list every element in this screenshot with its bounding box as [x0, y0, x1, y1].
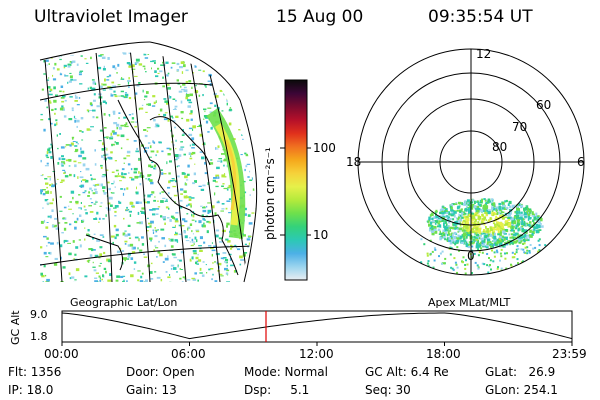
status-flt: Flt: 1356	[8, 365, 62, 379]
coastline-2	[149, 116, 211, 166]
timeline-xtick-3: 18:00	[426, 347, 461, 361]
coastline-3	[85, 234, 124, 271]
coastline	[117, 99, 239, 276]
timeline-ytick-max: 9.0	[30, 308, 48, 321]
status-glat: GLat: 26.9	[485, 365, 556, 379]
status-mode: Mode: Normal	[244, 365, 328, 379]
status-dsp: Dsp: 5.1	[244, 383, 310, 397]
colorbar-label-100: 100	[313, 141, 336, 155]
instrument-title: Ultraviolet Imager	[34, 7, 188, 27]
polar-panel-label: Apex MLat/MLT	[428, 296, 511, 309]
polar-plot	[357, 48, 585, 276]
status-glon: GLon: 254.1	[485, 383, 558, 397]
timeline-ticks	[61, 342, 573, 346]
time-label: 09:35:54 UT	[428, 7, 533, 27]
geo-grid-lines	[40, 52, 256, 282]
mlt-label-0: 0	[467, 249, 475, 263]
geo-panel-label: Geographic Lat/Lon	[70, 296, 178, 309]
status-gain: Gain: 13	[126, 383, 177, 397]
aurora-arc-core	[224, 139, 237, 211]
status-door: Door: Open	[126, 365, 195, 379]
mlt-label-6: 6	[577, 155, 585, 169]
mlt-label-12: 12	[476, 47, 492, 61]
mlt-label-18: 18	[346, 155, 362, 169]
date-label: 15 Aug 00	[276, 7, 364, 27]
timeline-xtick-4: 23:59	[552, 347, 587, 361]
polar-aurora	[420, 198, 572, 275]
timeline-ytick-min: 1.8	[30, 330, 48, 343]
lat-label-80: 80	[492, 140, 508, 154]
lat-label-70: 70	[512, 120, 528, 134]
timeline-xtick-2: 12:00	[299, 347, 334, 361]
earth-limb-top	[39, 41, 151, 61]
timeline-xtick-0: 00:00	[44, 347, 79, 361]
earth-limb	[149, 41, 258, 283]
lat-label-60: 60	[536, 98, 552, 112]
status-ip: IP: 18.0	[8, 383, 54, 397]
timeline-xtick-1: 06:00	[171, 347, 206, 361]
colorbar-label-10: 10	[313, 228, 329, 242]
colorbar-unit-label: photon cm⁻²s⁻¹	[263, 147, 277, 240]
timeline-ylabel: GC Alt	[9, 310, 22, 345]
status-seq: Seq: 30	[365, 383, 411, 397]
colorbar	[284, 79, 308, 281]
orbit-altitude-curve	[61, 312, 573, 340]
status-gcalt: GC Alt: 6.4 Re	[365, 365, 449, 379]
